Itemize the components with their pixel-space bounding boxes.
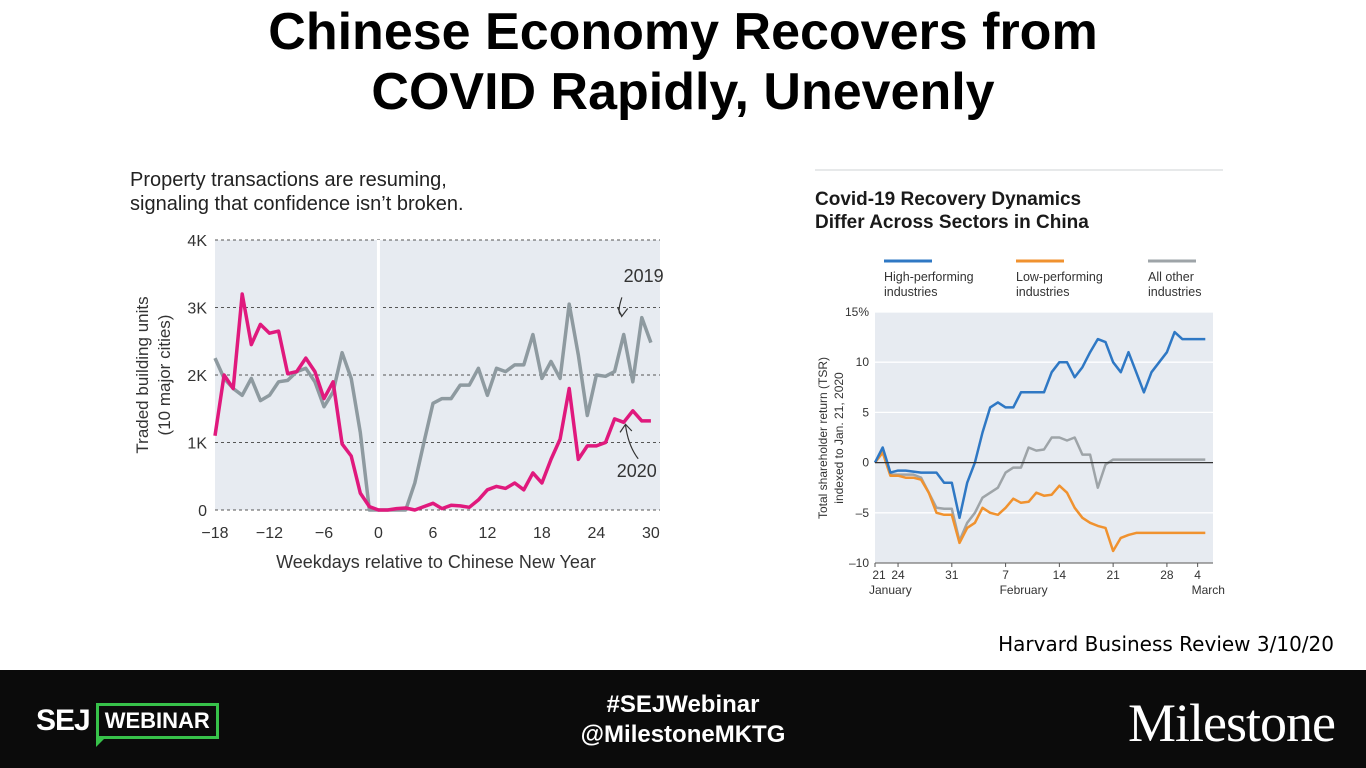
chart-left-title-line2: signaling that confidence isn’t broken. — [130, 193, 464, 215]
source-citation: Harvard Business Review 3/10/20 — [998, 632, 1334, 656]
chart-left-annotation-2019: 2019 — [624, 266, 664, 286]
chart-right-series-low-performing-industries — [874, 451, 1206, 553]
chart-left-series-2020 — [213, 292, 651, 512]
footer-bar — [0, 670, 1366, 768]
chart-left-x-tick-label: −12 — [256, 525, 283, 542]
chart-right-x-tick-label: 28 — [1160, 568, 1174, 582]
chart-right-ylabel-line2: indexed to Jan. 21, 2020 — [832, 372, 846, 504]
chart-left-y-tick-label: 0 — [198, 503, 207, 520]
chart-left-x-tick-label: 30 — [642, 525, 660, 542]
sector-recovery-chart: Covid-19 Recovery Dynamics Differ Across… — [815, 169, 1225, 597]
chart-right-y-tick-label: 5 — [862, 405, 869, 419]
chart-right-y-tick-label: 15% — [845, 305, 869, 319]
chart-left-annotation-arrow-2020 — [624, 424, 639, 460]
chart-left-series-2019 — [213, 302, 653, 512]
chart-right-series-high-performing-industries — [873, 330, 1206, 520]
chart-left-y-tick-label: 2K — [187, 368, 207, 385]
sej-webinar-logo: SEJ WEBINAR — [36, 696, 219, 747]
slide-title-line1: Chinese Economy Recovers from — [268, 3, 1098, 61]
chart-right-x-tick-label: 31 — [945, 568, 959, 582]
chart-right-y-tick-label: 0 — [862, 456, 869, 470]
slide-title: Chinese Economy Recovers from COVID Rapi… — [0, 0, 1366, 122]
legend-label: Low-performing — [1016, 270, 1103, 284]
chart-right-x-month-label: March — [1192, 583, 1225, 597]
webinar-logo-box: WEBINAR — [95, 703, 219, 747]
chart-left-y-tick-label: 4K — [187, 233, 207, 250]
legend-label: industries — [1016, 285, 1070, 299]
chart-right-y-tick-label: –5 — [856, 506, 870, 520]
legend-label: industries — [884, 285, 938, 299]
chart-right-x-tick-label: 7 — [1002, 568, 1009, 582]
chart-left-title-line1: Property transactions are resuming, — [130, 169, 447, 191]
chart-right-x-tick-label: 4 — [1194, 568, 1201, 582]
chart-right-x-tick-label: 21 — [872, 568, 886, 582]
chart-right-x-tick-label: 14 — [1053, 568, 1067, 582]
chart-left-arrowhead-2019 — [617, 307, 629, 318]
chart-left-x-tick-label: 6 — [429, 525, 438, 542]
property-transactions-chart: Property transactions are resuming, sign… — [130, 169, 664, 572]
legend-label: High-performing — [884, 270, 974, 284]
legend-label: All other — [1148, 270, 1194, 284]
chart-right-title-line2: Differ Across Sectors in China — [815, 212, 1089, 233]
chart-right-x-month-label: February — [1000, 583, 1048, 597]
chart-right-x-tick-label: 24 — [891, 568, 905, 582]
footer-hashtags: #SEJWebinar @MilestoneMKTG — [483, 690, 883, 750]
chart-right-plot-area — [875, 312, 1213, 563]
milestone-logo: Milestone — [1128, 693, 1336, 753]
chart-left-x-tick-label: −6 — [315, 525, 333, 542]
chart-left-x-tick-label: 18 — [533, 525, 551, 542]
hashtag-text: #SEJWebinar — [606, 691, 760, 718]
chart-right-y-tick-label: –10 — [849, 556, 869, 570]
chart-left-annotation-2020: 2020 — [617, 461, 657, 481]
chart-right-title-line1: Covid-19 Recovery Dynamics — [815, 189, 1081, 210]
chart-left-x-tick-label: 0 — [374, 525, 383, 542]
chart-left-x-tick-label: −18 — [201, 525, 228, 542]
chart-left-ylabel-line1: Traded building units — [133, 296, 152, 453]
chart-left-x-tick-label: 12 — [479, 525, 497, 542]
legend-label: industries — [1148, 285, 1202, 299]
chart-left-y-tick-label: 1K — [187, 436, 207, 453]
chart-right-x-month-label: January — [869, 583, 912, 597]
chart-left-x-tick-label: 24 — [588, 525, 606, 542]
chart-left-xlabel: Weekdays relative to Chinese New Year — [276, 552, 596, 572]
chart-right-x-tick-label: 21 — [1106, 568, 1120, 582]
chart-left-arrowhead-2020 — [619, 423, 633, 433]
chart-left-y-tick-label: 3K — [187, 301, 207, 318]
chart-right-y-tick-label: 10 — [856, 355, 870, 369]
chart-left-ylabel-line2: (10 major cities) — [155, 315, 174, 436]
slide-title-line2: COVID Rapidly, Unevenly — [371, 63, 995, 121]
twitter-handle: @MilestoneMKTG — [580, 721, 786, 748]
sej-logo-text: SEJ — [36, 704, 91, 737]
chart-right-ylabel-line1: Total shareholder return (TSR) — [816, 357, 830, 519]
